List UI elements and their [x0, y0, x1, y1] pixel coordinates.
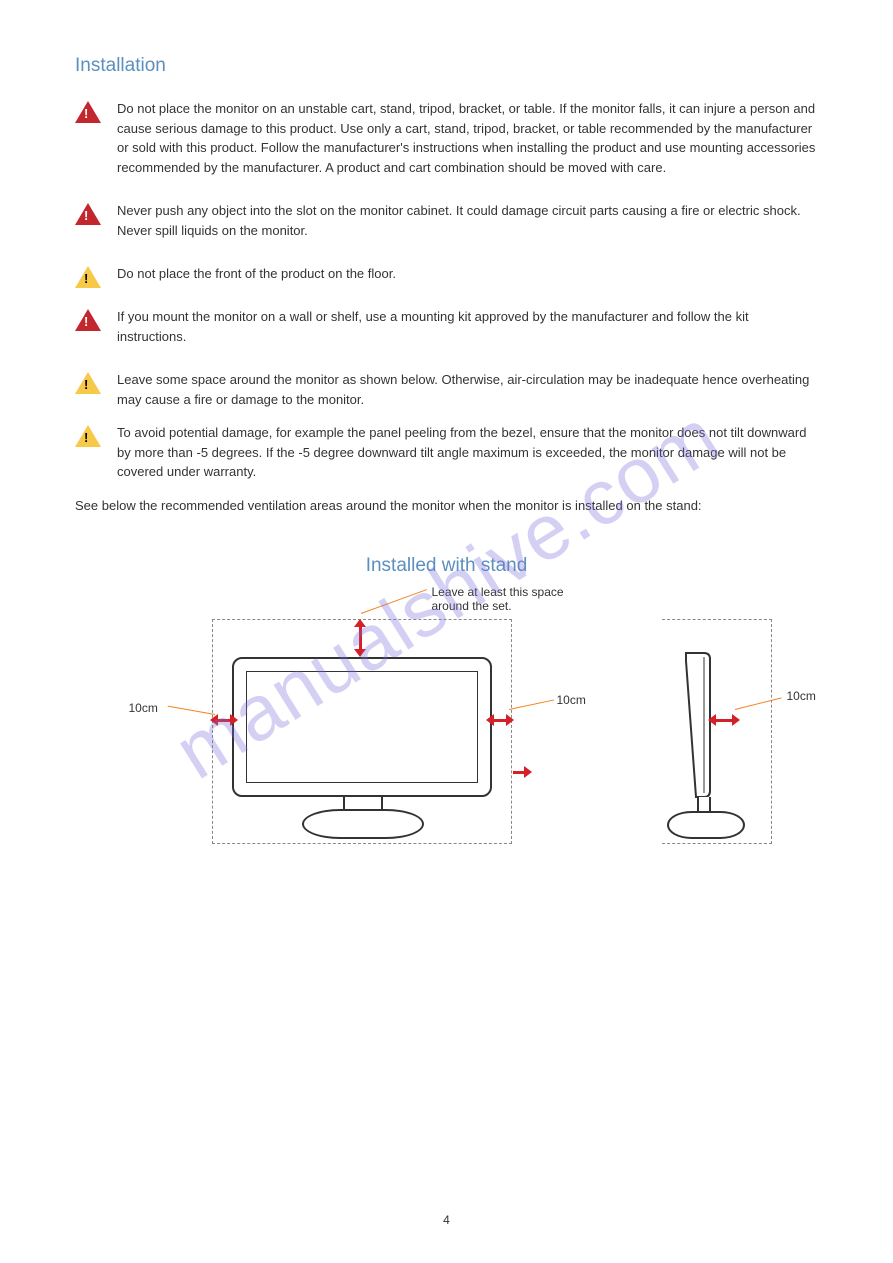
monitor-base [302, 809, 424, 839]
warning-item: Do not place the monitor on an unstable … [75, 99, 818, 177]
warning-yellow-icon [75, 372, 101, 394]
diagram-caption: Installed with stand [75, 555, 818, 577]
caution-text: Do not place the front of the product on… [117, 264, 818, 284]
warning-text: Never push any object into the slot on t… [117, 201, 818, 240]
warning-red-icon [75, 101, 101, 123]
arrow-small-icon [513, 771, 525, 774]
warning-red-icon [75, 203, 101, 225]
diagram-label-top: Leave at least this space around the set… [432, 585, 582, 613]
diagram-label-behind: 10cm [787, 689, 816, 703]
section-heading-installation: Installation [75, 55, 818, 77]
arrow-behind-icon [715, 719, 733, 722]
warning-yellow-icon [75, 266, 101, 288]
page-number: 4 [0, 1213, 893, 1227]
monitor-side-base [667, 811, 745, 839]
caution-item: Do not place the front of the product on… [75, 264, 818, 293]
page: Installation Do not place the monitor on… [0, 0, 893, 1263]
caution-item: To avoid potential damage, for example t… [75, 423, 818, 482]
warning-text: Do not place the monitor on an unstable … [117, 99, 818, 177]
below-text: See below the recommended ventilation ar… [75, 496, 818, 516]
warning-yellow-icon [75, 425, 101, 447]
ventilation-diagram: Leave at least this space around the set… [97, 601, 797, 881]
caution-text: Leave some space around the monitor as s… [117, 370, 818, 409]
arrow-top-icon [359, 626, 362, 650]
warning-red-icon [75, 309, 101, 331]
leader-line [508, 699, 553, 710]
caution-text: To avoid potential damage, for example t… [117, 423, 818, 482]
diagram-label-left: 10cm [129, 701, 158, 715]
leader-line [167, 706, 214, 715]
diagram-label-right: 10cm [557, 693, 586, 707]
monitor-front-outline [232, 657, 492, 797]
arrow-right-icon [493, 719, 507, 722]
leader-line [360, 589, 426, 614]
warning-item: If you mount the monitor on a wall or sh… [75, 307, 818, 346]
warning-text: If you mount the monitor on a wall or sh… [117, 307, 818, 346]
caution-item: Leave some space around the monitor as s… [75, 370, 818, 409]
warning-item: Never push any object into the slot on t… [75, 201, 818, 240]
arrow-left-icon [217, 719, 231, 722]
